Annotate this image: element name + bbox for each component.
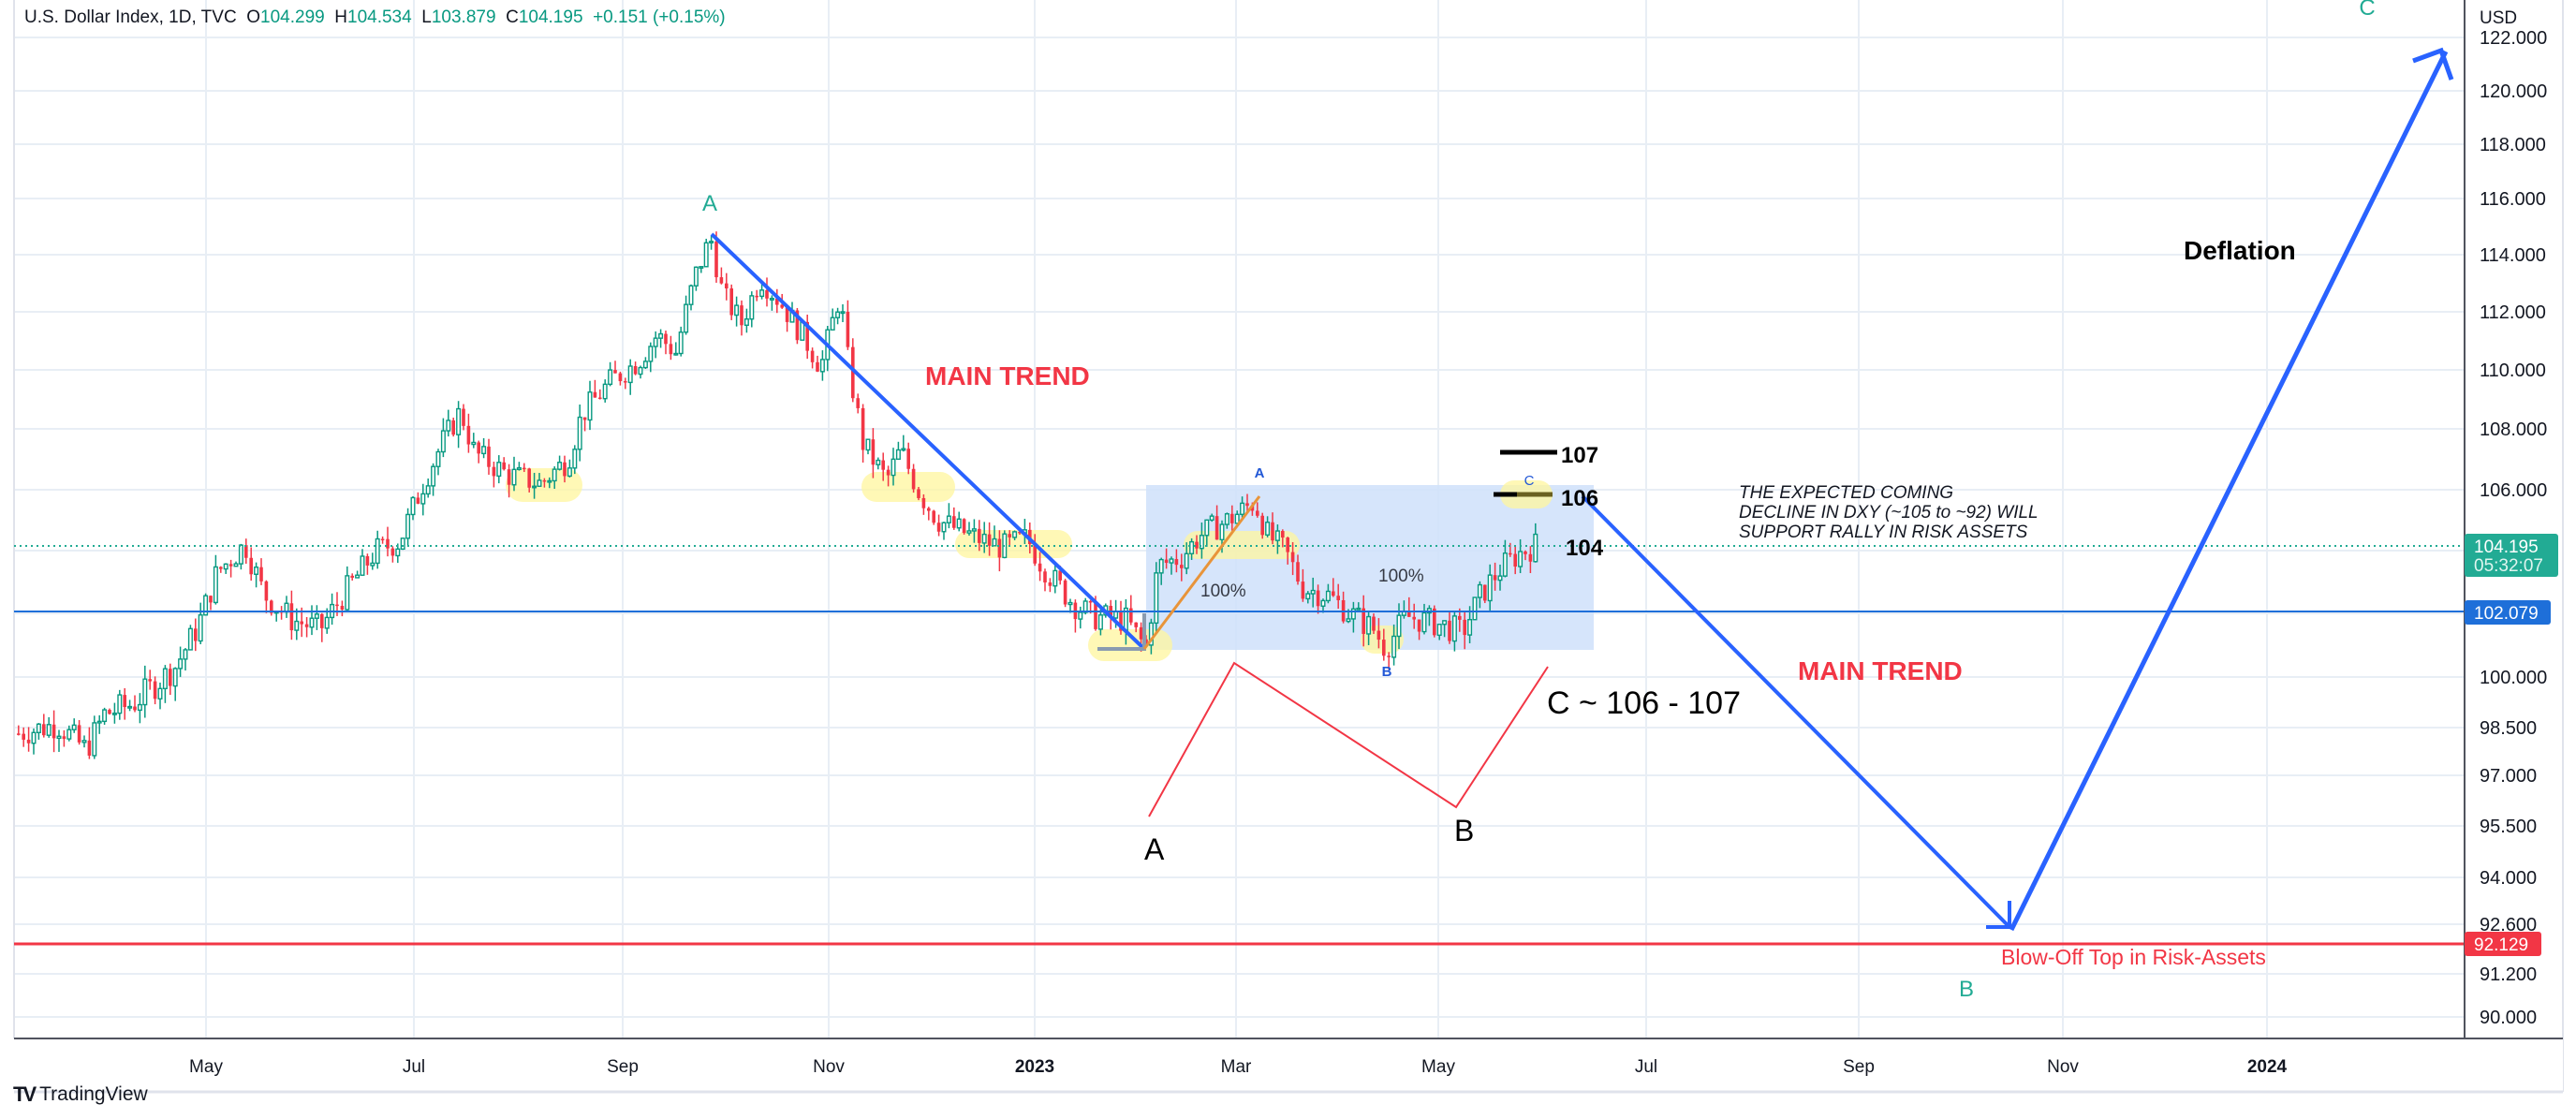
time-tick-labels: May Jul Sep Nov 2023 Mar May Jul Sep Nov 2024 [189, 1057, 2288, 1077]
price-tick: 110.000 [2480, 361, 2546, 381]
low-value: 103.879 [431, 7, 496, 27]
price-tick: 94.000 [2480, 868, 2537, 889]
price-tick: 114.000 [2480, 245, 2546, 266]
price-tick: 91.200 [2480, 964, 2537, 985]
small-a-label: A [1255, 465, 1265, 481]
symbol-legend: U.S. Dollar Index, 1D, TVC O104.299 H104… [24, 7, 726, 27]
price-tick: 108.000 [2480, 420, 2547, 440]
price-tick: 97.000 [2480, 766, 2537, 787]
projection-down-line[interactable] [1581, 494, 2011, 929]
abc-zigzag[interactable] [1148, 661, 1549, 817]
small-b-label: B [1382, 664, 1392, 680]
highlight-blob [1184, 531, 1300, 559]
price-tick: 92.600 [2480, 915, 2537, 935]
main-trend-label-1: MAIN TREND [925, 361, 1090, 390]
svg-text:THE EXPECTED COMING: THE EXPECTED COMING [1739, 483, 1953, 503]
wave-a-label: A [702, 191, 717, 216]
price-tick: 98.500 [2480, 718, 2537, 739]
countdown-value: 05:32:07 [2474, 556, 2543, 576]
svg-text:DECLINE IN DXY (~105 to ~92) W: DECLINE IN DXY (~105 to ~92) WILL [1739, 503, 2039, 523]
wave-b-label: B [1959, 977, 1974, 1002]
projection-up-line[interactable] [2009, 50, 2449, 932]
price-tick: 118.000 [2480, 135, 2546, 155]
vertical-gridlines [205, 0, 2268, 1038]
price-tick: 120.000 [2480, 81, 2547, 102]
price-tick: 122.000 [2480, 28, 2547, 49]
time-tick: 2024 [2247, 1057, 2288, 1077]
zigzag-b-label: B [1454, 814, 1474, 847]
note-text: THE EXPECTED COMING DECLINE IN DXY (~105… [1739, 483, 2039, 542]
hline-92-badge [2465, 932, 2541, 956]
close-value: 104.195 [518, 7, 583, 27]
main-trend-label-2: MAIN TREND [1798, 656, 1963, 685]
time-tick: May [189, 1057, 223, 1077]
level-106-label: 106 [1561, 486, 1598, 511]
change-value: +0.151 (+0.15%) [593, 7, 726, 27]
last-price-badge [2465, 534, 2558, 577]
arrowhead-icon [2412, 47, 2454, 81]
tradingview-logo[interactable]: TV TradingView [13, 1082, 148, 1107]
deflation-label: Deflation [2184, 236, 2296, 265]
open-value: 104.299 [260, 7, 325, 27]
price-tick: 112.000 [2480, 302, 2546, 323]
time-axis[interactable] [14, 1038, 2563, 1092]
tradingview-logo-icon: TV [13, 1082, 37, 1106]
zigzag-c-label: C ~ 106 - 107 [1547, 685, 1741, 721]
price-tick-labels: 122.000 120.000 118.000 116.000 114.000 112.0… [2480, 28, 2547, 1028]
time-tick: Jul [403, 1057, 425, 1077]
small-c-label: C [1524, 473, 1535, 489]
time-tick: Nov [2047, 1057, 2079, 1077]
time-tick: Sep [1843, 1057, 1875, 1077]
time-tick: 2023 [1015, 1057, 1054, 1077]
time-tick: Mar [1221, 1057, 1252, 1077]
hline-102-badge [2465, 600, 2551, 625]
fib-line[interactable] [1142, 495, 1261, 650]
time-tick: May [1421, 1057, 1455, 1077]
main-trend-line-1[interactable] [710, 232, 1146, 651]
high-value: 104.534 [347, 7, 412, 27]
currency-label: USD [2480, 8, 2517, 28]
symbol-title: U.S. Dollar Index, 1D, TVC [24, 7, 237, 27]
fib-label-2: 100% [1378, 567, 1424, 586]
wave-c-label: C [2359, 0, 2375, 21]
time-tick: Sep [607, 1057, 639, 1077]
tradingview-logo-text: TradingView [39, 1083, 148, 1105]
blowoff-label: Blow-Off Top in Risk-Assets [2001, 945, 2266, 969]
arrowhead-icon [1986, 901, 2011, 929]
svg-text:SUPPORT RALLY IN RISK ASSETS: SUPPORT RALLY IN RISK ASSETS [1739, 523, 2028, 542]
price-tick: 116.000 [2480, 189, 2546, 210]
highlight-blob [861, 472, 955, 502]
hline-102-value: 102.079 [2474, 604, 2539, 624]
price-tick: 90.000 [2480, 1008, 2537, 1028]
last-price-value: 104.195 [2474, 537, 2539, 557]
price-tick: 100.000 [2480, 668, 2547, 688]
time-tick: Nov [813, 1057, 845, 1077]
time-tick: Jul [1635, 1057, 1657, 1077]
level-104-label: 104 [1566, 536, 1604, 561]
price-tick: 95.500 [2480, 817, 2537, 837]
level-107-label: 107 [1561, 443, 1598, 468]
zigzag-a-label: A [1144, 832, 1165, 866]
fib-label-1: 100% [1200, 582, 1246, 601]
hline-92-value: 92.129 [2474, 935, 2528, 955]
price-tick: 106.000 [2480, 480, 2547, 501]
